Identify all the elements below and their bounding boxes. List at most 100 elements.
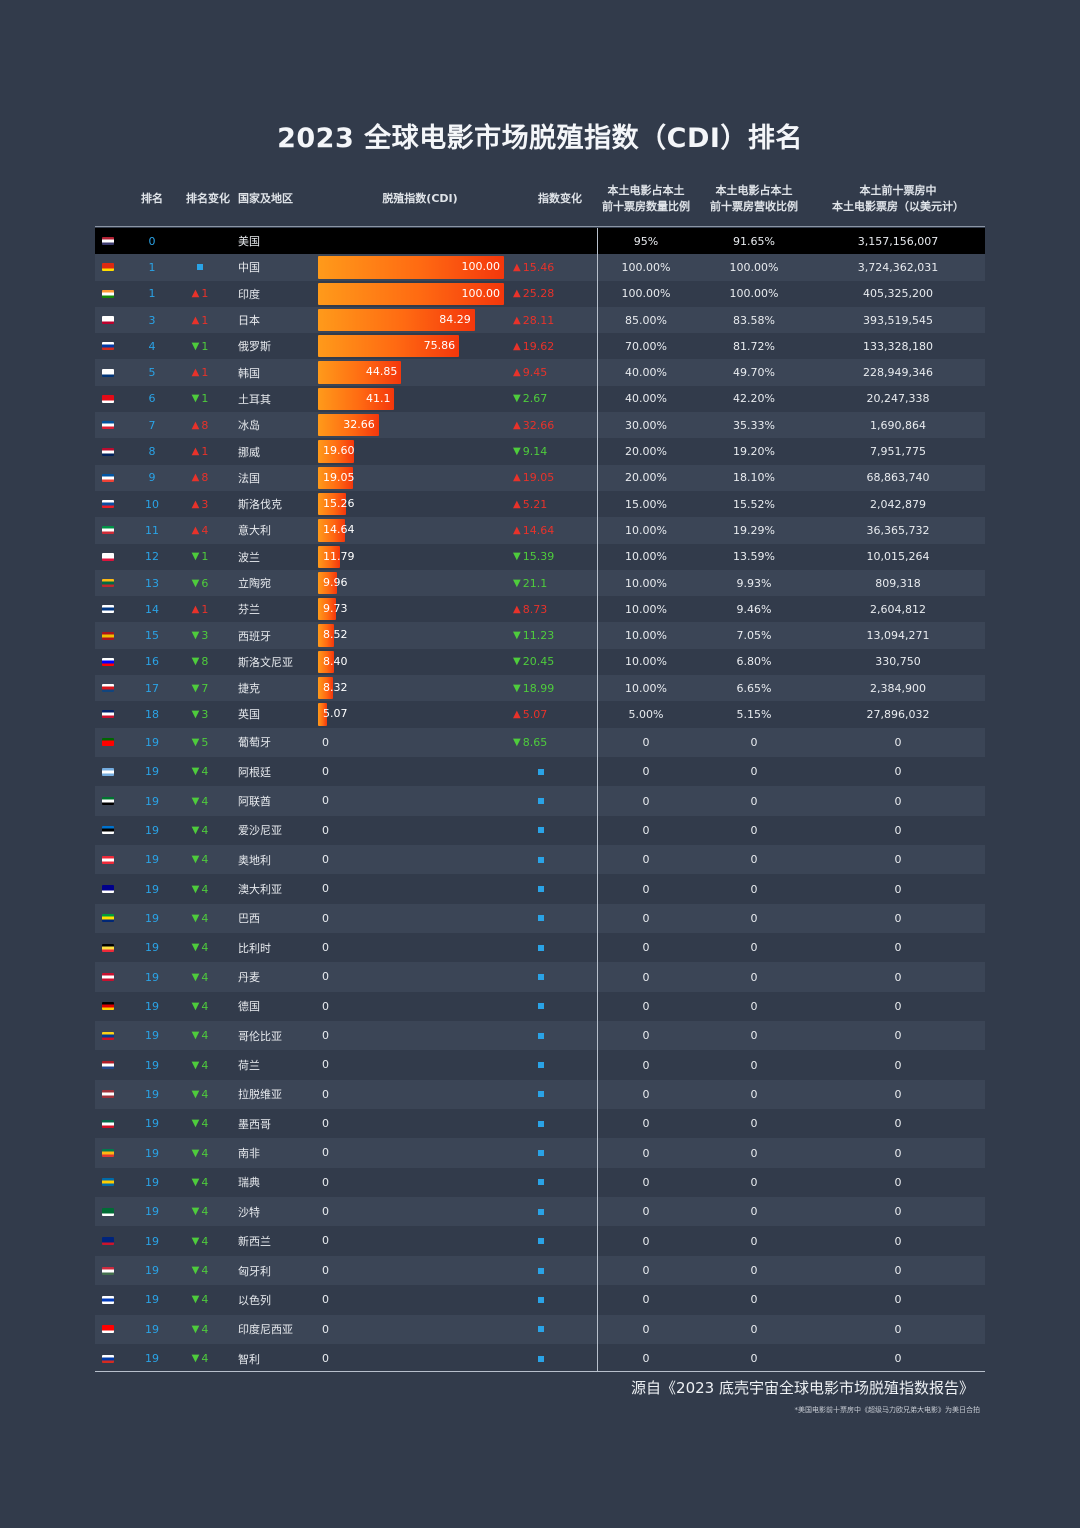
rank-change-value: 4 <box>201 1234 209 1248</box>
table-row: 7 ▲ 8 冰岛 32.66 ▲ 32.66 30.00% 35.33% 1,690,864 <box>95 412 985 439</box>
local-box-office: 1,690,864 <box>870 418 926 432</box>
index-change: ▼ 18.99 <box>513 675 569 701</box>
table-row: 12 ▼ 1 波兰 11.79 ▼ 15.39 10.00% 13.59% 10,015,264 <box>95 544 985 570</box>
rank-change-value: 3 <box>201 497 209 511</box>
table-row: 13 ▼ 6 立陶宛 9.96 ▼ 21.1 10.00% 9.93% 809,318 <box>95 569 985 597</box>
down-arrow-icon: ▼ <box>513 736 521 748</box>
flag-icon <box>102 1119 114 1128</box>
down-arrow-icon: ▼ <box>191 1147 200 1159</box>
country-name: 中国 <box>238 261 260 275</box>
rank-change-value: 8 <box>201 418 209 432</box>
count-ratio: 100.00% <box>621 287 671 301</box>
country-name: 斯洛文尼亚 <box>238 655 293 669</box>
index-change: ▲ 19.05 <box>513 465 569 491</box>
rank-value: 14 <box>145 602 159 616</box>
flag-icon <box>102 394 114 403</box>
down-arrow-icon: ▼ <box>191 1235 200 1247</box>
rank-value: 19 <box>145 853 159 867</box>
table-row: 6 ▼ 1 土耳其 41.1 ▼ 2.67 40.00% 42.20% 20,247,338 <box>95 386 985 412</box>
rank-change: ▲ 1 <box>185 359 215 385</box>
down-arrow-icon: ▼ <box>191 1059 200 1071</box>
rank-change: ▼ 8 <box>185 649 215 675</box>
header-rank-change: 排名变化 <box>186 192 230 205</box>
up-arrow-icon: ▲ <box>191 446 200 458</box>
index-change <box>513 992 569 1021</box>
index-change-value: 32.66 <box>522 418 555 432</box>
flag-icon <box>102 342 114 351</box>
table-row: 8 ▲ 1 挪威 19.60 ▼ 9.14 20.00% 19.20% 7,951,775 <box>95 438 985 464</box>
cdi-value-label: 32.66 <box>343 418 375 432</box>
cdi-bar <box>318 519 346 542</box>
country-name: 澳大利亚 <box>238 883 282 897</box>
revenue-ratio: 6.80% <box>736 655 772 669</box>
table-row: 5 ▲ 1 韩国 44.85 ▲ 9.45 40.00% 49.70% 228,949,346 <box>95 359 985 386</box>
rank-change: ▼ 4 <box>185 1050 215 1079</box>
table-row: 19 ▼ 4 南非 0 0 0 0 <box>95 1138 985 1168</box>
flag-icon <box>102 552 114 561</box>
local-box-office: 0 <box>894 794 902 808</box>
header-count-ratio: 本土电影占本土 前十票房数量比例 <box>602 184 690 213</box>
down-arrow-icon: ▼ <box>191 854 200 866</box>
local-box-office: 36,365,732 <box>866 523 930 537</box>
rank-change-value: 4 <box>201 1293 209 1307</box>
country-name: 阿联酋 <box>238 795 271 808</box>
column-divider <box>597 228 598 1371</box>
rank-change: ▲ 8 <box>185 465 215 491</box>
cdi-value-label: 84.29 <box>439 312 471 326</box>
revenue-ratio: 0 <box>750 1205 758 1219</box>
flag-icon <box>102 500 114 509</box>
header-local-box: 本土前十票房中 本土电影票房（以美元计） <box>832 184 964 213</box>
count-ratio: 0 <box>642 735 650 749</box>
flag-icon <box>102 447 114 456</box>
local-box-office: 13,094,271 <box>866 629 930 643</box>
up-arrow-icon: ▲ <box>191 498 200 510</box>
cdi-bar <box>318 308 475 332</box>
rank-change: ▼ 3 <box>185 622 215 648</box>
count-ratio: 0 <box>642 1029 650 1043</box>
rank-change-value: 4 <box>201 970 209 984</box>
revenue-ratio: 0 <box>750 999 758 1013</box>
rank-change-value: 4 <box>201 823 209 837</box>
country-name: 意大利 <box>238 524 271 538</box>
cdi-bar <box>318 256 504 279</box>
cdi-value-label: 100.00 <box>461 260 501 274</box>
rank-change-value: 4 <box>201 941 209 955</box>
down-arrow-icon: ▼ <box>191 708 200 720</box>
table-row: 19 ▼ 4 奥地利 0 0 0 0 <box>95 845 985 875</box>
count-ratio: 85.00% <box>625 313 667 327</box>
rank-change-value: 7 <box>201 681 209 695</box>
up-arrow-icon: ▲ <box>513 524 521 536</box>
flag-icon <box>102 1207 114 1216</box>
country-name: 波兰 <box>238 550 260 564</box>
table-row: 1 ▲ 1 印度 100.00 ▲ 25.28 100.00% 100.00% 405,325,2… <box>95 281 985 307</box>
country-name: 韩国 <box>238 366 260 380</box>
revenue-ratio: 0 <box>750 794 758 808</box>
header-cdi: 脱殖指数(CDI) <box>382 192 458 205</box>
local-box-office: 0 <box>894 1293 902 1307</box>
cdi-bar <box>318 545 340 568</box>
index-change <box>513 845 569 874</box>
local-box-office: 0 <box>894 1352 902 1366</box>
rank-change: ▼ 4 <box>185 874 215 903</box>
cdi-bar <box>318 387 395 411</box>
flag-icon <box>102 473 114 482</box>
rank-value: 17 <box>145 681 159 695</box>
index-change-value: 15.46 <box>522 260 555 274</box>
count-ratio: 20.00% <box>625 445 667 459</box>
up-arrow-icon: ▲ <box>191 603 200 615</box>
up-arrow-icon: ▲ <box>513 314 521 326</box>
table-row: 11 ▲ 4 意大利 14.64 ▲ 14.64 10.00% 19.29% 36,365,732 <box>95 517 985 544</box>
index-change-value: 9.14 <box>522 445 548 459</box>
rank-change: ▼ 1 <box>185 544 215 570</box>
cdi-bar <box>318 414 379 437</box>
count-ratio: 15.00% <box>625 497 667 511</box>
table-row: 19 ▼ 4 阿根廷 0 0 0 0 <box>95 757 985 786</box>
flag-icon <box>102 1061 114 1070</box>
table-row: 4 ▼ 1 俄罗斯 75.86 ▲ 19.62 70.00% 81.72% 133,328,180 <box>95 333 985 359</box>
down-arrow-icon: ▼ <box>513 393 521 405</box>
flag-icon <box>102 316 114 325</box>
cdi-bar <box>318 598 337 621</box>
index-change: ▲ 5.07 <box>513 701 569 727</box>
cdi-value-label: 0 <box>322 882 329 896</box>
rank-change-value: 5 <box>201 735 209 749</box>
